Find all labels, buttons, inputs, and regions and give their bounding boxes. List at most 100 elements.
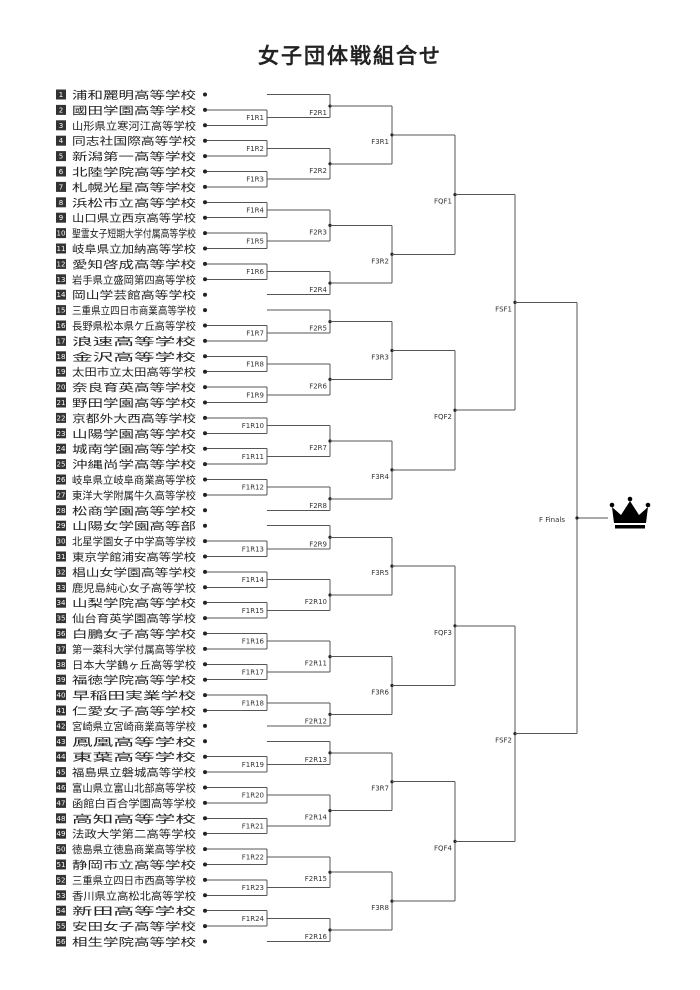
seed-badge: [56, 566, 66, 577]
seed-badge: [56, 397, 66, 408]
seed-badge: [56, 720, 66, 731]
team-slot-dot: [203, 585, 207, 590]
seed-badge: [56, 305, 66, 316]
team-slot-dot: [203, 508, 207, 513]
match-label: F3R3: [371, 354, 389, 362]
team-name: 東京学館浦安高等学校: [72, 551, 197, 564]
match-label: FQF1: [434, 198, 452, 206]
match-label: F3R5: [371, 569, 389, 577]
seed-number: 43: [57, 738, 66, 746]
seed-number: 19: [57, 368, 66, 376]
seed-number: 39: [57, 676, 66, 684]
seed-badge: [56, 151, 66, 162]
team-slot-dot: [203, 369, 207, 374]
team-list: 1 浦和麗明高等学校 2 國田学園高等学校 3 山形県立寒河江高等学校 4 同志社国際高等学校…: [56, 89, 207, 949]
seed-badge: [56, 474, 66, 485]
seed-badge: [56, 412, 66, 423]
team-slot-dot: [203, 631, 207, 636]
team-name: 同志社国際高等学校: [72, 135, 197, 148]
seed-number: 15: [57, 307, 66, 315]
team-slot-dot: [203, 539, 207, 544]
seed-badge: [56, 428, 66, 439]
seed-number: 35: [57, 615, 66, 623]
team-slot-dot: [203, 277, 207, 282]
team-name: 岡山学芸館高等学校: [72, 289, 197, 302]
seed-badge: [56, 335, 66, 346]
team-slot-dot: [203, 138, 207, 143]
seed-number: 24: [57, 445, 66, 453]
seed-badge: [56, 274, 66, 285]
seed-number: 33: [57, 584, 66, 592]
team-slot-dot: [203, 862, 207, 867]
match-label: F2R10: [305, 598, 327, 606]
team-slot-dot: [203, 184, 207, 189]
match-label: F3R1: [371, 138, 389, 146]
match-label: F2R16: [305, 933, 328, 941]
team-name: 福徳学院高等学校: [72, 674, 197, 687]
team-slot-dot: [203, 523, 207, 528]
seed-number: 32: [57, 568, 66, 576]
team-name: 函館白百合学園高等学校: [72, 797, 197, 810]
team-name: 太田市立太田高等学校: [72, 366, 197, 379]
match-label: F2R6: [309, 382, 327, 390]
seed-number: 21: [57, 399, 66, 407]
seed-number: 22: [57, 414, 66, 422]
seed-number: 3: [59, 122, 63, 130]
seed-number: 54: [57, 907, 66, 915]
team-name: 仙台育英学園高等学校: [72, 612, 197, 625]
team-slot-dot: [203, 431, 207, 436]
team-name: 山陽学園高等学校: [72, 427, 197, 440]
team-slot-dot: [203, 569, 207, 574]
seed-number: 52: [57, 876, 66, 884]
team-slot-dot: [203, 215, 207, 220]
team-slot-dot: [203, 292, 207, 297]
seed-number: 55: [57, 923, 66, 931]
seed-number: 29: [57, 522, 66, 530]
match-label: FSF2: [495, 737, 512, 745]
match-label: F1R18: [242, 699, 264, 707]
seed-badge: [56, 582, 66, 593]
team-slot-dot: [203, 169, 207, 174]
match-label: F1R4: [246, 207, 264, 215]
team-name: 鹿児島純心女子高等学校: [72, 581, 197, 594]
match-label: F1R13: [242, 545, 264, 553]
team-name: 浜松市立高等学校: [72, 196, 197, 209]
seed-badge: [56, 782, 66, 793]
seed-badge: [56, 767, 66, 778]
team-slot-dot: [203, 739, 207, 744]
match-labels: F1R1 F1R2 F1R3 F2R1 F2R2 F3R1 F1R4 F1R5 F1R6 F2R3…: [242, 109, 566, 941]
team-slot-dot: [203, 92, 207, 97]
seed-number: 56: [57, 938, 66, 946]
seed-badge: [56, 828, 66, 839]
match-label: F1R9: [246, 391, 264, 399]
seed-badge: [56, 705, 66, 716]
seed-number: 46: [57, 784, 66, 792]
team-name: 徳島県立徳島商業高等学校: [72, 843, 196, 856]
seed-number: 41: [57, 707, 66, 715]
crown-icon: [609, 496, 651, 529]
match-label: F1R22: [242, 853, 264, 861]
seed-number: 44: [57, 753, 66, 761]
seed-number: 8: [59, 199, 63, 207]
match-label: F3R8: [371, 904, 389, 912]
team-name: 長野県松本県ケ丘高等学校: [72, 320, 196, 333]
team-slot-dot: [203, 200, 207, 205]
seed-badge: [56, 320, 66, 331]
seed-badge: [56, 228, 66, 239]
seed-badge: [56, 520, 66, 531]
team-name: 國田学園高等学校: [72, 104, 197, 117]
seed-badge: [56, 505, 66, 516]
seed-badge: [56, 289, 66, 300]
seed-number: 20: [57, 384, 66, 392]
seed-number: 17: [57, 337, 66, 345]
team-name: 静岡市立高等学校: [72, 859, 197, 872]
team-slot-dot: [203, 308, 207, 313]
team-name: 新田高等学校: [72, 905, 197, 918]
seed-badge: [56, 597, 66, 608]
match-label: F1R3: [246, 176, 264, 184]
team-slot-dot: [203, 893, 207, 898]
seed-badge: [56, 212, 66, 223]
match-label: F2R4: [309, 286, 327, 294]
team-slot-dot: [203, 415, 207, 420]
team-slot-dot: [203, 754, 207, 759]
